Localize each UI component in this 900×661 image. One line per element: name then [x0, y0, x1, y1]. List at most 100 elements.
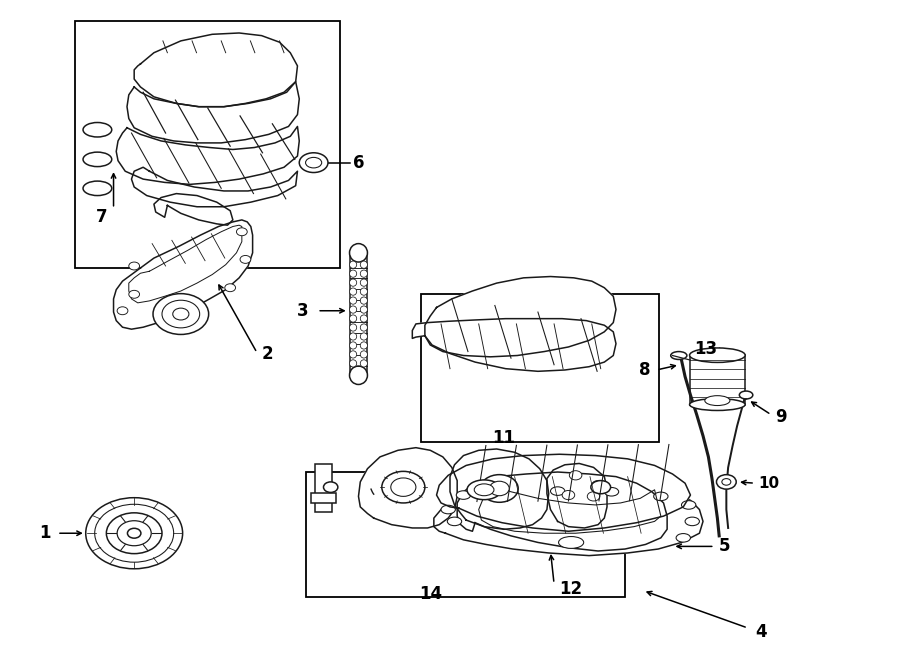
Polygon shape [436, 454, 690, 531]
Ellipse shape [360, 315, 367, 322]
Polygon shape [457, 472, 667, 551]
Text: 7: 7 [96, 208, 108, 226]
Polygon shape [358, 447, 457, 528]
Ellipse shape [349, 342, 356, 349]
Ellipse shape [349, 244, 367, 262]
Ellipse shape [681, 500, 696, 509]
Polygon shape [450, 449, 549, 529]
Polygon shape [425, 276, 616, 357]
Ellipse shape [604, 487, 618, 496]
Ellipse shape [360, 351, 367, 358]
Ellipse shape [391, 478, 416, 496]
Ellipse shape [323, 482, 338, 492]
Ellipse shape [360, 288, 367, 295]
Ellipse shape [349, 333, 356, 340]
Ellipse shape [83, 122, 112, 137]
Polygon shape [412, 319, 616, 371]
Ellipse shape [360, 333, 367, 340]
Ellipse shape [592, 481, 604, 490]
Ellipse shape [240, 255, 251, 263]
Ellipse shape [305, 157, 321, 168]
Ellipse shape [360, 261, 367, 268]
Ellipse shape [722, 479, 731, 485]
Ellipse shape [225, 284, 236, 292]
Ellipse shape [349, 288, 356, 295]
Polygon shape [689, 355, 745, 405]
Ellipse shape [349, 279, 356, 286]
Ellipse shape [349, 297, 356, 304]
Text: 6: 6 [353, 153, 364, 172]
Ellipse shape [173, 308, 189, 320]
Text: 4: 4 [755, 623, 767, 641]
Ellipse shape [360, 270, 367, 277]
Ellipse shape [349, 315, 356, 322]
Ellipse shape [474, 484, 494, 496]
Ellipse shape [349, 360, 356, 367]
Text: 9: 9 [775, 408, 787, 426]
Ellipse shape [670, 352, 687, 360]
Ellipse shape [349, 270, 356, 277]
Ellipse shape [360, 324, 367, 331]
Ellipse shape [441, 505, 455, 514]
Ellipse shape [497, 487, 511, 496]
Text: 10: 10 [759, 476, 779, 490]
Ellipse shape [716, 475, 736, 489]
Ellipse shape [685, 517, 699, 525]
Polygon shape [547, 463, 607, 528]
Ellipse shape [128, 528, 141, 538]
Polygon shape [113, 220, 253, 329]
Ellipse shape [740, 391, 752, 399]
Bar [310, 493, 336, 503]
Ellipse shape [117, 307, 128, 315]
Ellipse shape [83, 152, 112, 167]
Ellipse shape [360, 306, 367, 313]
Polygon shape [154, 194, 233, 225]
Ellipse shape [551, 487, 565, 495]
Text: 12: 12 [560, 580, 582, 598]
Bar [75, 21, 339, 268]
Ellipse shape [349, 351, 356, 358]
Ellipse shape [360, 360, 367, 367]
Ellipse shape [300, 153, 328, 173]
Polygon shape [116, 126, 300, 184]
Text: 1: 1 [40, 524, 50, 542]
Ellipse shape [591, 481, 610, 494]
Polygon shape [131, 167, 298, 207]
Ellipse shape [467, 480, 501, 500]
Ellipse shape [689, 348, 745, 362]
Bar [421, 294, 659, 442]
Bar [306, 472, 625, 597]
Ellipse shape [360, 279, 367, 286]
Ellipse shape [117, 521, 151, 546]
Ellipse shape [106, 513, 162, 554]
Ellipse shape [360, 342, 367, 349]
Ellipse shape [689, 399, 745, 410]
Ellipse shape [237, 228, 248, 236]
Ellipse shape [382, 471, 425, 503]
Ellipse shape [447, 517, 462, 525]
Text: 14: 14 [418, 585, 442, 603]
Ellipse shape [562, 490, 575, 500]
Text: 3: 3 [297, 302, 308, 320]
Ellipse shape [490, 481, 509, 496]
Ellipse shape [162, 300, 200, 328]
Ellipse shape [481, 475, 518, 502]
Text: 13: 13 [694, 340, 717, 358]
Polygon shape [127, 82, 300, 143]
Text: 5: 5 [719, 537, 731, 555]
Text: 8: 8 [639, 361, 650, 379]
Ellipse shape [588, 492, 599, 501]
Ellipse shape [570, 471, 582, 480]
Ellipse shape [653, 492, 668, 500]
Ellipse shape [94, 504, 174, 563]
Ellipse shape [676, 533, 690, 542]
Ellipse shape [705, 396, 730, 406]
Ellipse shape [129, 290, 140, 298]
Polygon shape [134, 33, 298, 106]
Text: 11: 11 [492, 429, 516, 447]
Ellipse shape [349, 324, 356, 331]
Ellipse shape [349, 306, 356, 313]
Ellipse shape [349, 366, 367, 385]
Ellipse shape [456, 490, 471, 499]
Ellipse shape [360, 297, 367, 304]
